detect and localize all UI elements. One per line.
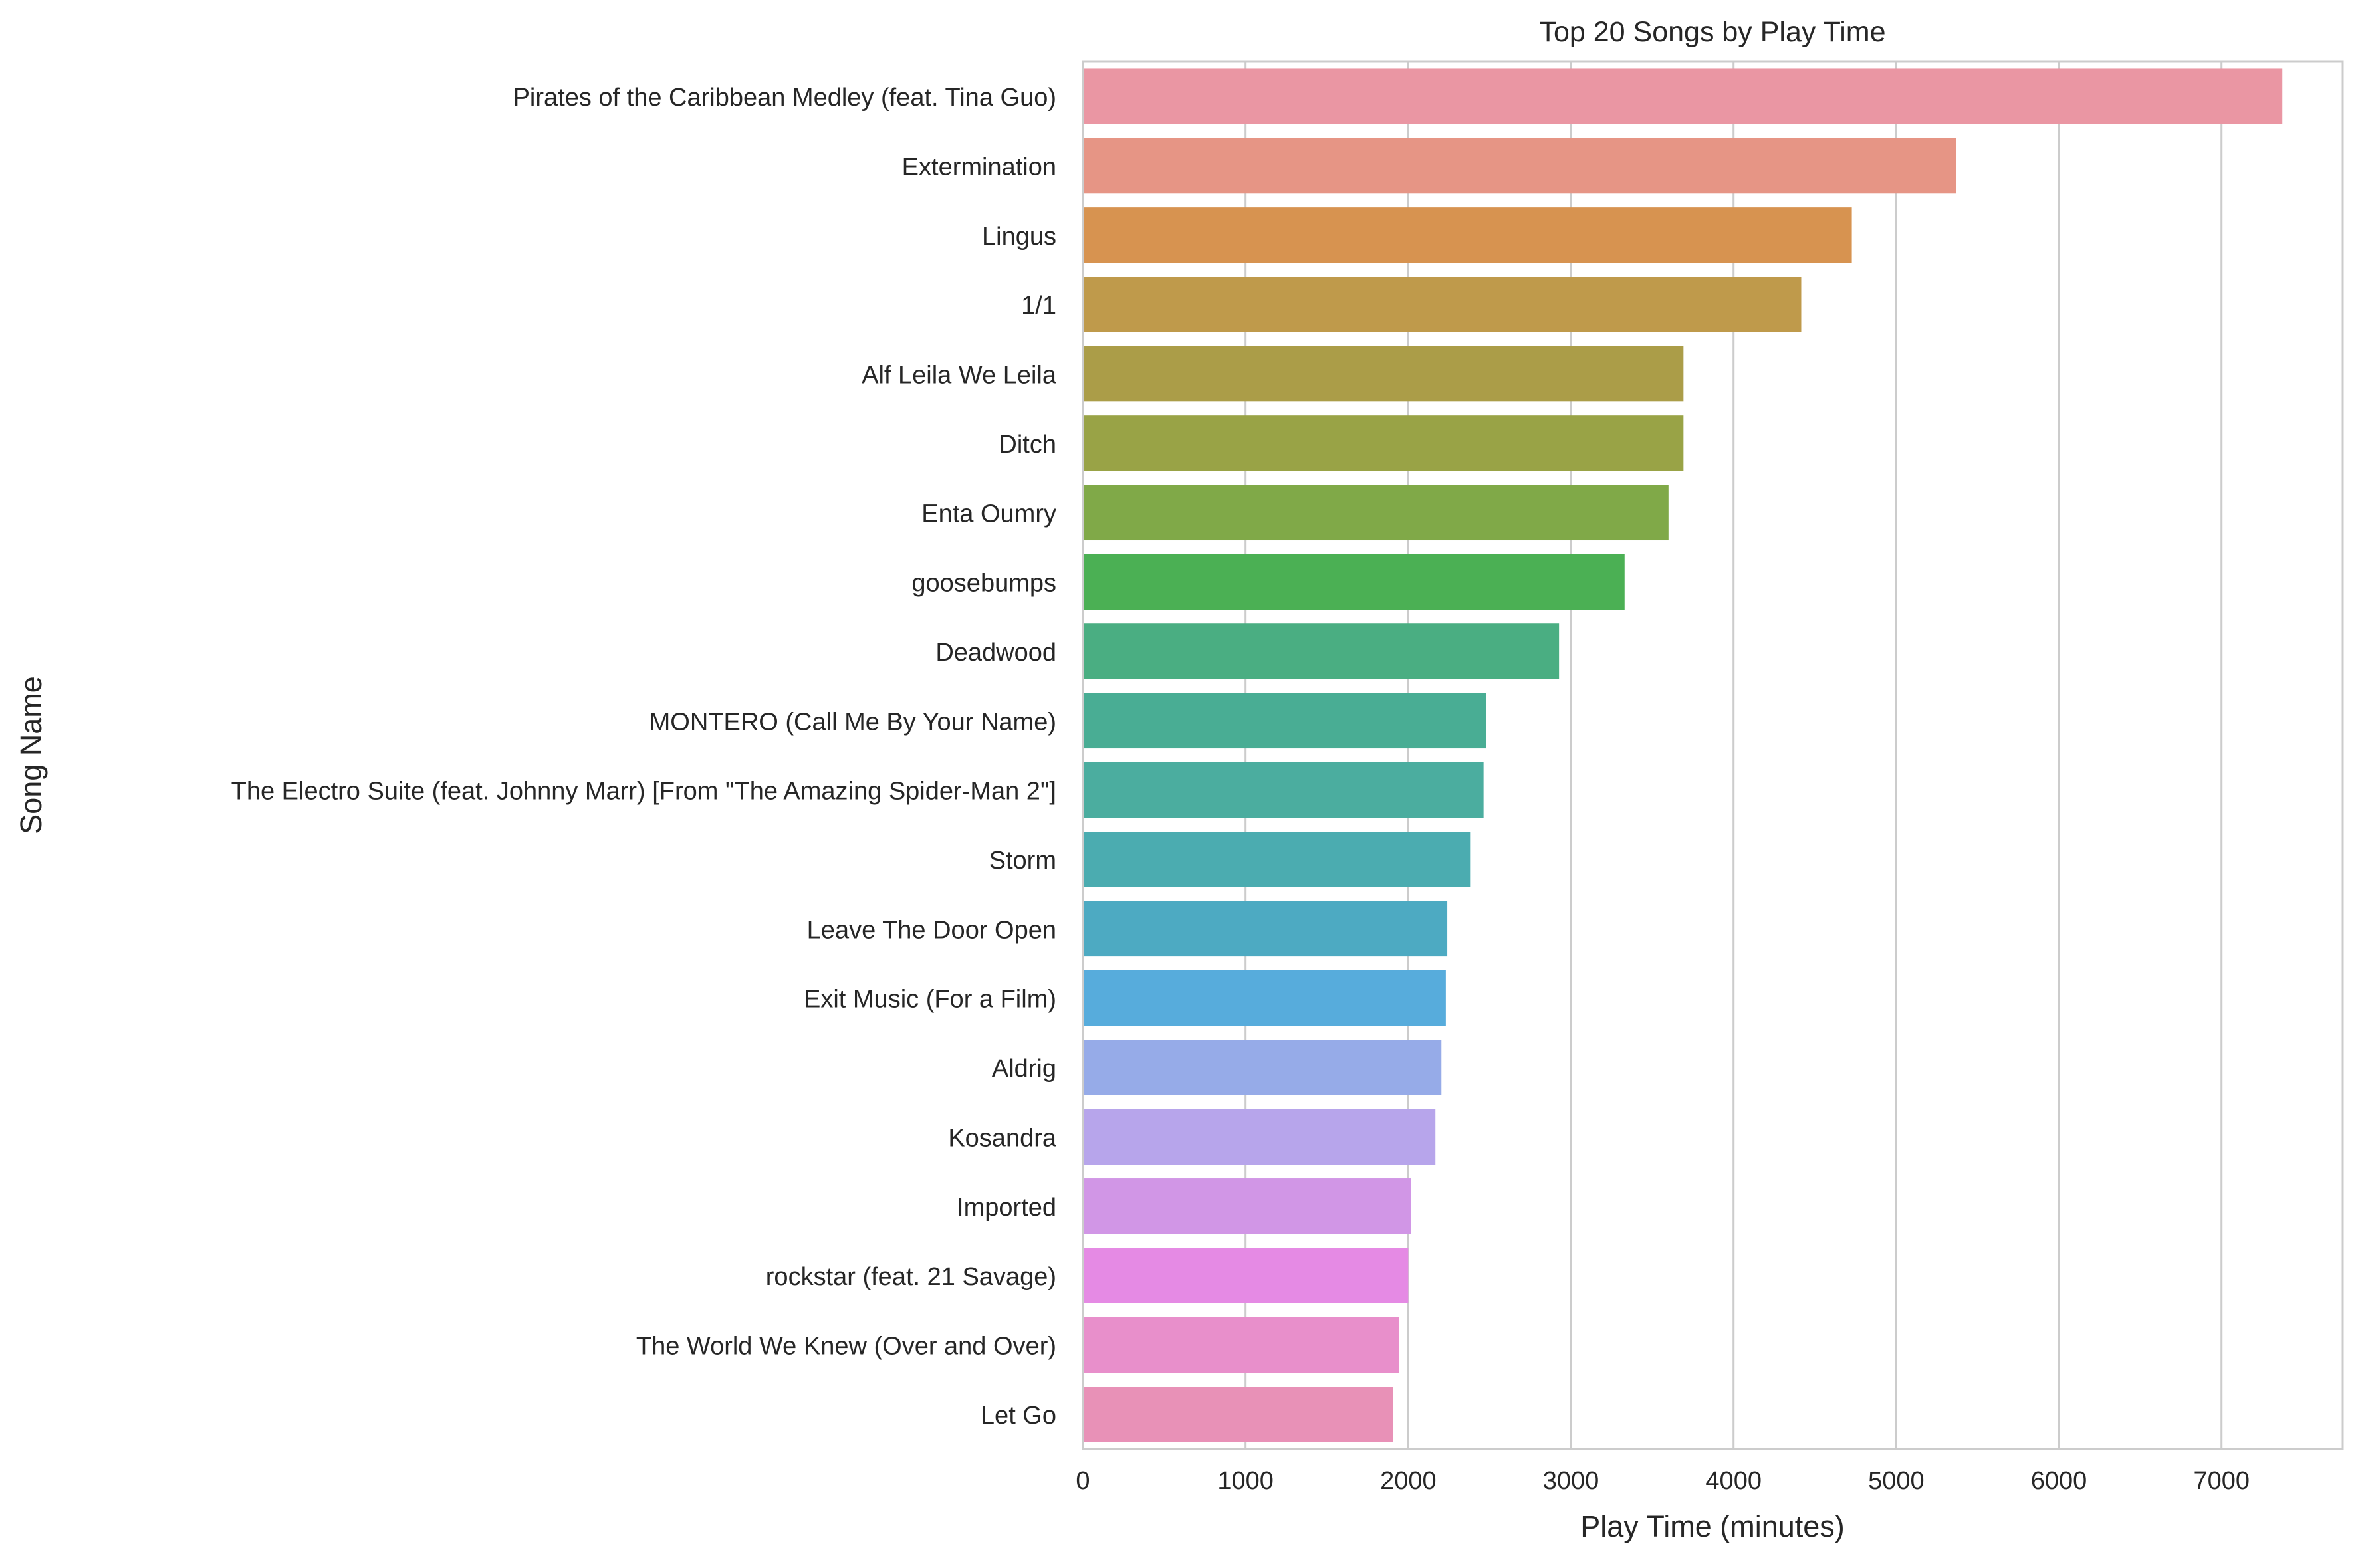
- plot-frame: [1082, 60, 2344, 1450]
- bar: [1083, 693, 1486, 749]
- bar: [1083, 485, 1669, 541]
- bar: [1083, 138, 1956, 194]
- bar: [1083, 346, 1684, 402]
- bar: [1083, 901, 1448, 957]
- y-tick-label: Alf Leila We Leila: [862, 362, 1057, 390]
- y-tick-label: 1/1: [1021, 292, 1056, 320]
- x-tick-label: 0: [1076, 1467, 1090, 1495]
- bar: [1083, 623, 1560, 679]
- x-tick-label: 4000: [1705, 1467, 1762, 1495]
- bar: [1083, 68, 2283, 124]
- bar: [1083, 1178, 1411, 1234]
- y-tick-label: Lingus: [982, 223, 1056, 251]
- bar: [1083, 554, 1625, 610]
- gridlines: [1082, 62, 2223, 1449]
- y-tick-label: Imported: [957, 1194, 1056, 1222]
- x-tick-labels: 0 1000 2000 3000 4000 5000 6000 7000: [1076, 1467, 2250, 1495]
- y-tick-label: goosebumps: [911, 570, 1056, 598]
- bar: [1083, 832, 1471, 887]
- y-tick-label: rockstar (feat. 21 Savage): [766, 1263, 1056, 1291]
- y-tick-label: Enta Oumry: [921, 500, 1056, 528]
- y-tick-label: Deadwood: [935, 639, 1056, 667]
- x-tick-label: 1000: [1217, 1467, 1274, 1495]
- bars: [1083, 68, 2283, 1442]
- x-tick-label: 3000: [1543, 1467, 1599, 1495]
- bar: [1083, 970, 1446, 1026]
- y-tick-label: Kosandra: [948, 1124, 1057, 1152]
- y-tick-label: The Electro Suite (feat. Johnny Marr) [F…: [231, 778, 1056, 806]
- bar: [1083, 277, 1802, 332]
- bar: [1083, 1109, 1436, 1165]
- x-tick-label: 7000: [2193, 1467, 2250, 1495]
- y-tick-label: The World We Knew (Over and Over): [636, 1332, 1056, 1360]
- x-tick-label: 6000: [2031, 1467, 2087, 1495]
- y-tick-label: Ditch: [999, 431, 1056, 459]
- y-tick-label: Aldrig: [992, 1055, 1056, 1083]
- y-tick-label: Storm: [989, 847, 1056, 875]
- bar: [1083, 415, 1684, 471]
- y-tick-label: Pirates of the Caribbean Medley (feat. T…: [513, 84, 1056, 112]
- chart-title: Top 20 Songs by Play Time: [1539, 16, 1885, 48]
- bar: [1083, 762, 1484, 818]
- y-tick-label: Exit Music (For a Film): [804, 986, 1056, 1014]
- y-tick-label: Extermination: [902, 154, 1056, 181]
- x-tick-label: 5000: [1868, 1467, 1925, 1495]
- x-axis-label: Play Time (minutes): [1580, 1510, 1845, 1543]
- y-tick-labels: Pirates of the Caribbean Medley (feat. T…: [231, 84, 1057, 1430]
- bar: [1083, 1387, 1393, 1442]
- y-tick-label: MONTERO (Call Me By Your Name): [650, 708, 1056, 736]
- x-tick-label: 2000: [1380, 1467, 1437, 1495]
- y-axis-label: Song Name: [14, 676, 48, 834]
- bar: [1083, 1040, 1442, 1095]
- y-tick-label: Leave The Door Open: [807, 916, 1056, 944]
- bar: [1083, 1317, 1399, 1373]
- bar: [1083, 207, 1852, 263]
- bar: [1083, 1248, 1409, 1303]
- y-tick-label: Let Go: [981, 1402, 1056, 1430]
